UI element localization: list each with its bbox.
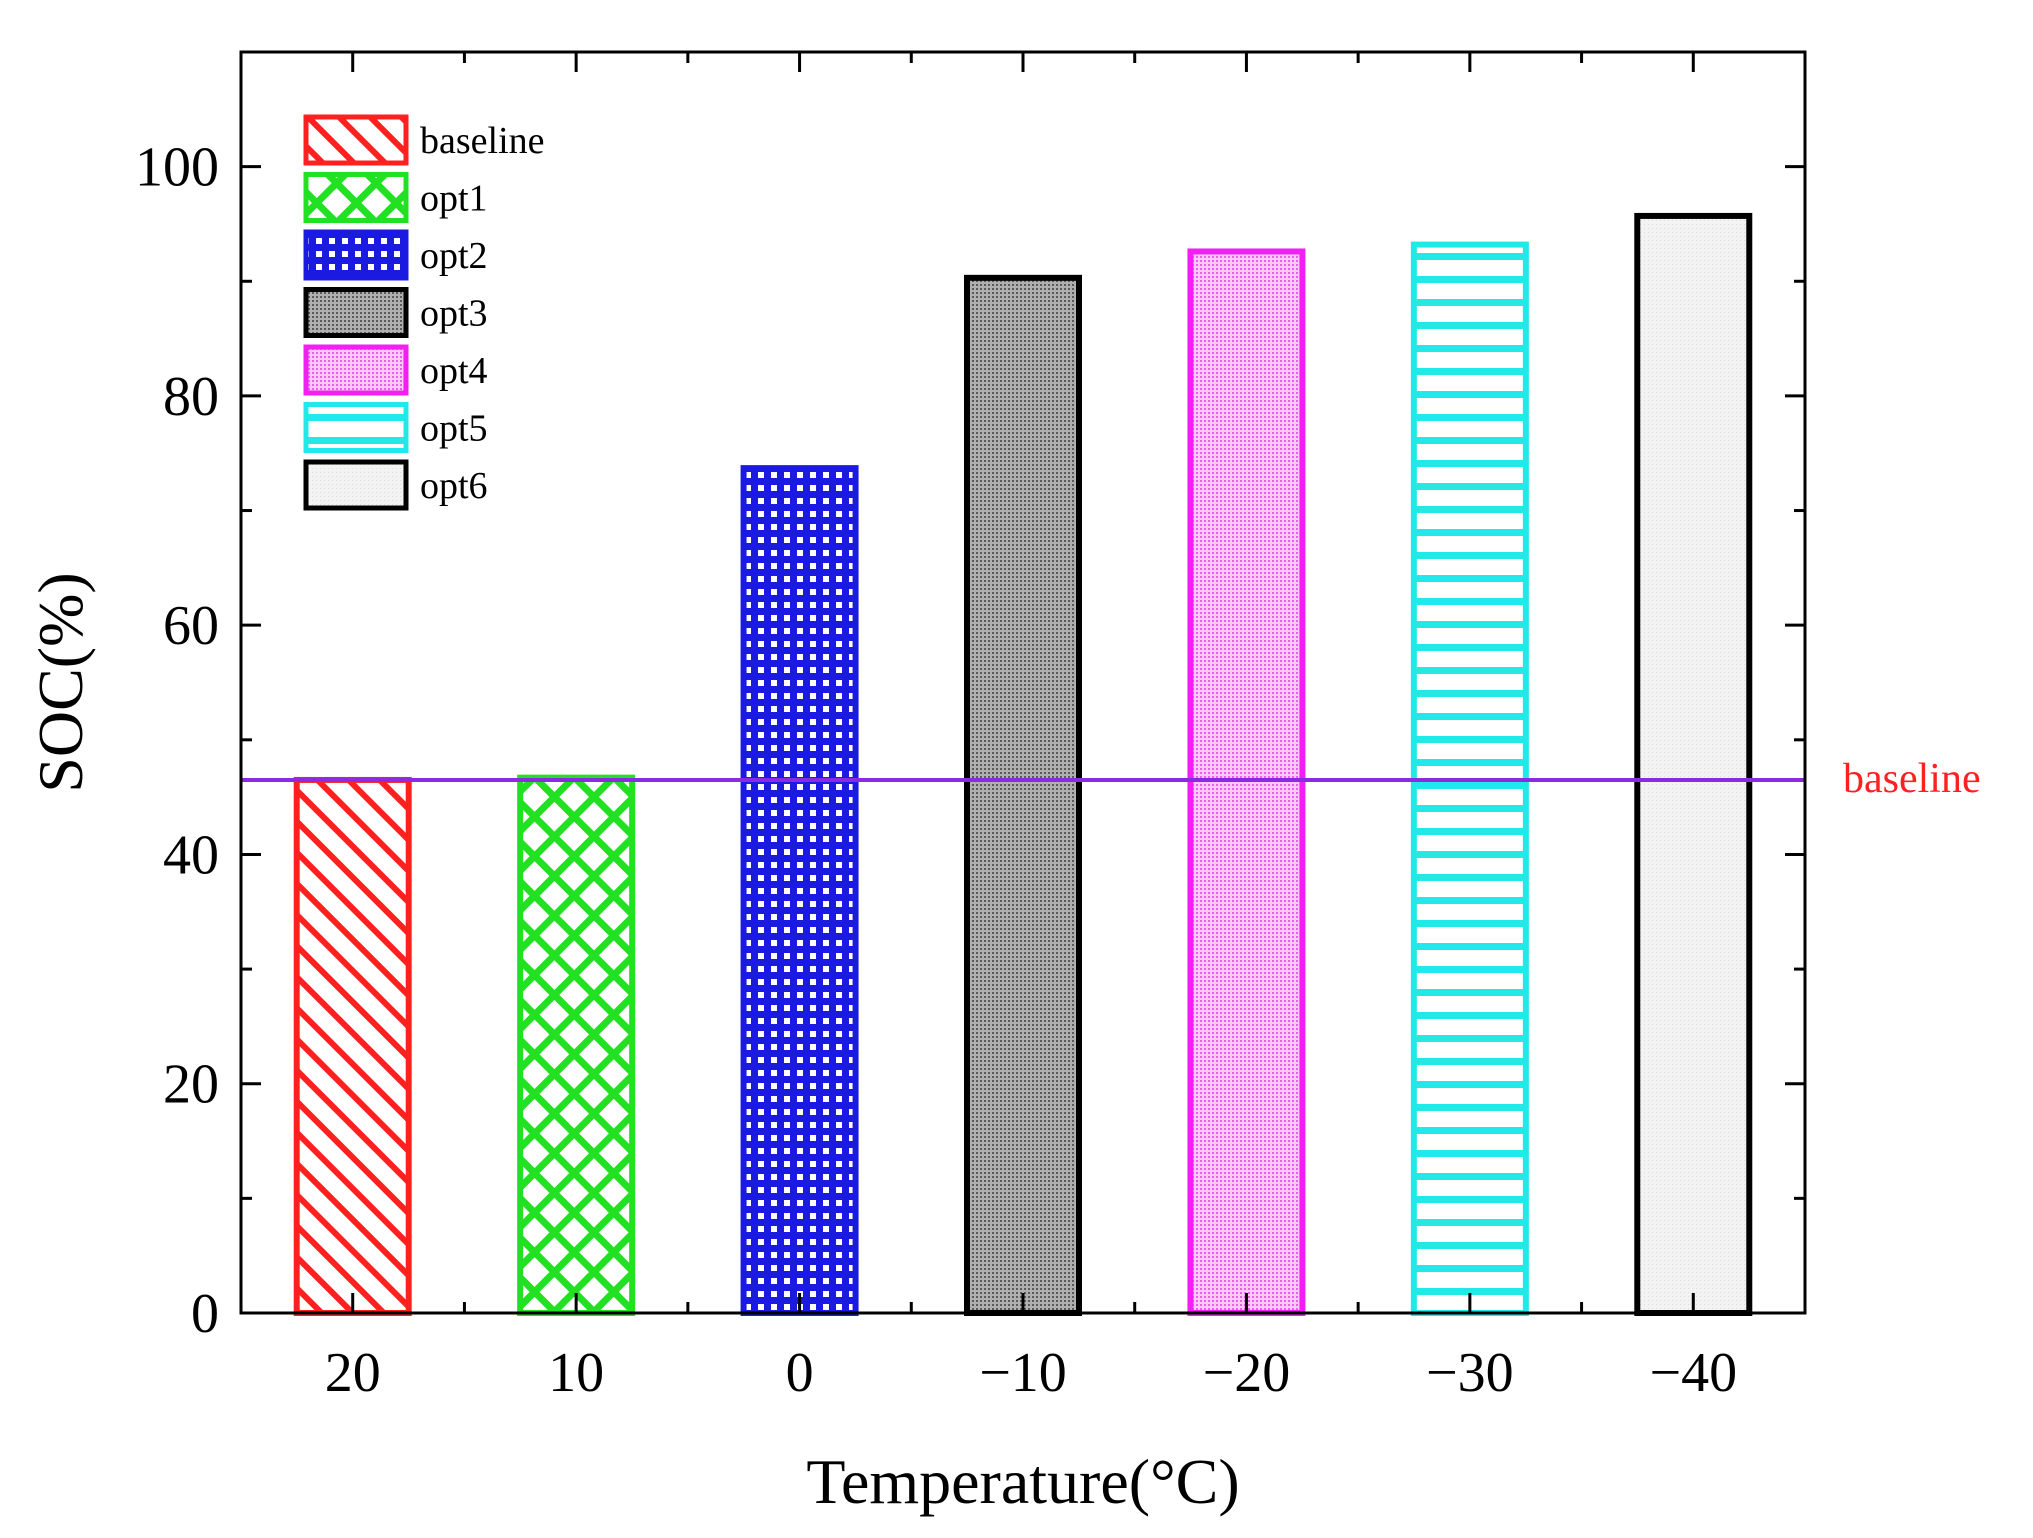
bar-opt1 [517,774,636,1316]
x-axis-label: Temperature(°C) [806,1446,1239,1517]
legend-label-opt2: opt2 [420,235,488,277]
x-tick-label: −40 [1649,1342,1737,1404]
x-tick-label: −20 [1203,1342,1291,1404]
legend-swatch-opt6 [303,459,409,511]
x-tick-label: 0 [786,1342,814,1404]
legend-label-opt4: opt4 [420,350,488,392]
bar-opt3 [964,274,1082,1317]
x-axis-tick-labels: 20 10 0 −10 −20 −30 −40 [325,1342,1737,1404]
legend-swatch-opt5 [303,402,409,453]
bar-opt6 [1634,212,1753,1316]
legend-label-opt1: opt1 [420,178,488,220]
legend-label-opt3: opt3 [420,293,488,335]
legend: baseline opt1 opt2 opt3 opt4 opt5 opt6 [303,114,545,511]
bar-opt4 [1187,248,1306,1316]
legend-swatch-baseline [303,114,409,166]
y-axis-tick-labels: 0 20 40 60 80 100 [135,137,219,1345]
bar-opt2 [740,465,859,1316]
y-tick-label: 60 [163,595,219,657]
y-tick-label: 40 [163,824,219,886]
legend-label-opt6: opt6 [420,465,488,507]
x-tick-label: 10 [548,1342,604,1404]
axis-ticks [239,50,1807,1315]
y-tick-label: 100 [135,137,219,199]
x-tick-label: −10 [979,1342,1067,1404]
x-tick-label: −30 [1426,1342,1514,1404]
legend-label-opt5: opt5 [420,408,488,450]
x-tick-label: 20 [325,1342,381,1404]
legend-swatch-opt3 [303,287,409,338]
y-tick-label: 80 [163,366,219,428]
baseline-reference-label: baseline [1843,756,1981,802]
legend-swatch-opt1 [303,172,409,223]
y-tick-label: 20 [163,1054,219,1116]
legend-swatch-opt4 [303,344,409,396]
bars-layer [293,212,1753,1317]
legend-label-baseline: baseline [420,120,545,162]
y-tick-label: 0 [191,1283,219,1345]
bar-baseline [293,776,412,1316]
legend-swatch-opt2 [303,229,409,281]
y-axis-label: SOC(%) [25,572,96,792]
